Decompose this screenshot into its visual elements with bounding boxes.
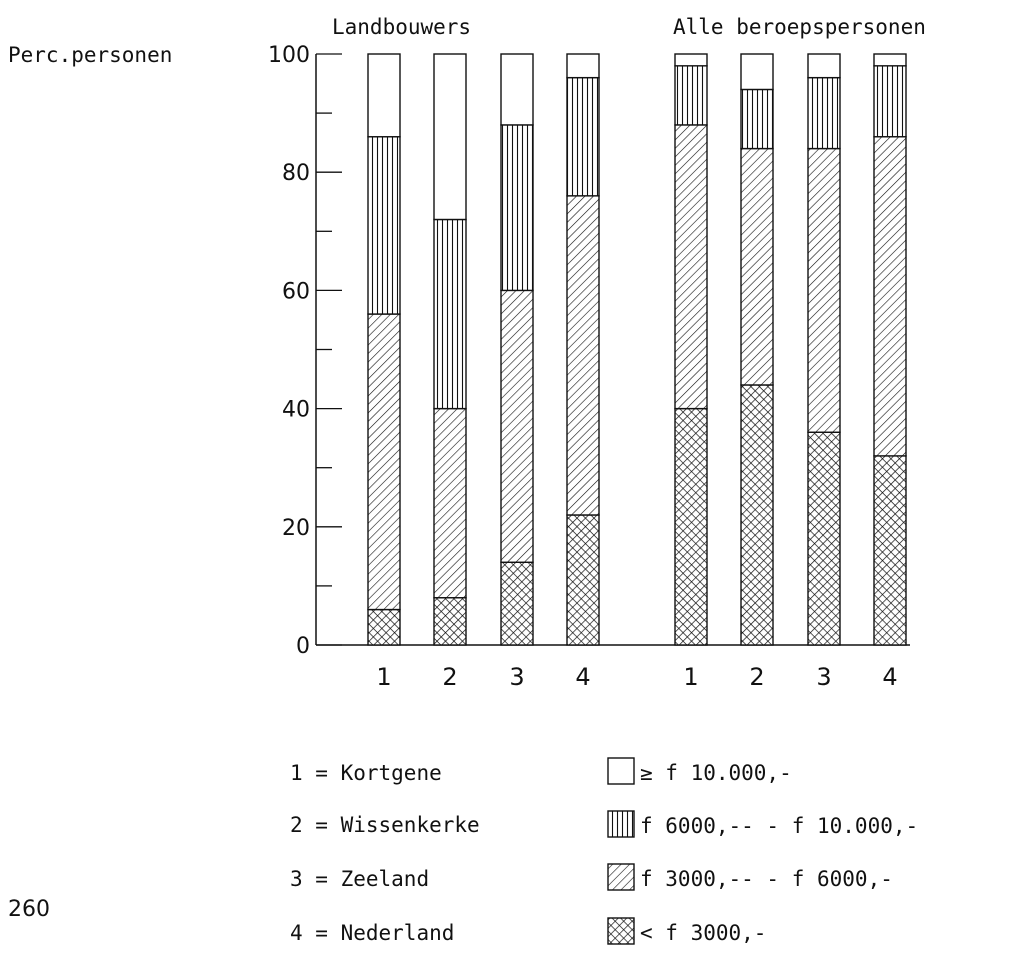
bar-segment-blank bbox=[566, 53, 600, 79]
bar-segment-vertical bbox=[807, 76, 841, 150]
bar-segment-diagonal bbox=[566, 195, 600, 516]
bar-segment-blank bbox=[807, 53, 841, 79]
legend-location-1: 1 = Kortgene bbox=[290, 761, 442, 785]
bar-segment-crosshatch bbox=[674, 407, 708, 646]
x-tick-label: 4 bbox=[882, 663, 897, 691]
legend-income-label-3: f 3000,-- - f 6000,- bbox=[640, 867, 893, 891]
axes: 0 20 40 60 80 100 bbox=[268, 43, 910, 659]
bar-segment-crosshatch bbox=[740, 384, 774, 646]
bar-segment-blank bbox=[740, 53, 774, 91]
legend-location-4: 4 = Nederland bbox=[290, 921, 454, 945]
bar-segment-diagonal bbox=[674, 124, 708, 410]
x-tick-label: 4 bbox=[575, 663, 590, 691]
x-tick-label: 2 bbox=[749, 663, 764, 691]
bar-segment-blank bbox=[674, 53, 708, 67]
legend-income-label-4: < f 3000,- bbox=[640, 921, 766, 945]
y-tick-label: 100 bbox=[268, 43, 310, 68]
bar-segment-vertical bbox=[873, 65, 907, 138]
x-tick-label: 3 bbox=[816, 663, 831, 691]
bar-segment-crosshatch bbox=[566, 514, 600, 646]
bar-segment-vertical bbox=[740, 88, 774, 150]
legend-locations: 1 = Kortgene 2 = Wissenkerke 3 = Zeeland… bbox=[290, 761, 480, 945]
y-axis-label: Perc.personen bbox=[8, 43, 172, 67]
bar-segment-blank bbox=[367, 53, 401, 138]
bar-segment-blank bbox=[433, 53, 467, 221]
x-tick-label: 1 bbox=[683, 663, 698, 691]
legend-income-classes: ≥ f 10.000,- f 6000,-- - f 10.000,- f 30… bbox=[607, 757, 918, 945]
group-title-alle-beroepspersonen: Alle beroepspersonen bbox=[673, 15, 926, 39]
legend-swatch-vertical bbox=[607, 810, 635, 838]
legend-swatch-blank bbox=[607, 757, 635, 785]
y-tick-label: 40 bbox=[282, 398, 310, 423]
page-number: 260 bbox=[8, 897, 50, 922]
bar-segment-vertical bbox=[500, 124, 534, 292]
bar-segment-diagonal bbox=[807, 147, 841, 433]
bar-segment-crosshatch bbox=[367, 608, 401, 646]
bar-segment-crosshatch bbox=[433, 597, 467, 646]
x-tick-label: 3 bbox=[509, 663, 524, 691]
legend-swatch-crosshatch bbox=[607, 917, 635, 945]
x-tick-labels: 1 2 3 4 1 2 3 4 bbox=[376, 663, 897, 691]
legend-income-label-2: f 6000,-- - f 10.000,- bbox=[640, 814, 918, 838]
legend-income-label-1: ≥ f 10.000,- bbox=[640, 761, 792, 785]
bar-segment-crosshatch bbox=[807, 431, 841, 646]
bar-segment-diagonal bbox=[873, 136, 907, 457]
y-tick-label: 20 bbox=[282, 516, 310, 541]
bar-segment-diagonal bbox=[740, 147, 774, 386]
bar-segment-vertical bbox=[433, 218, 467, 410]
bars bbox=[367, 53, 907, 646]
bar-segment-diagonal bbox=[433, 407, 467, 599]
bar-segment-vertical bbox=[367, 136, 401, 315]
y-tick-label: 60 bbox=[282, 279, 310, 304]
x-tick-label: 2 bbox=[442, 663, 457, 691]
bar-segment-crosshatch bbox=[873, 455, 907, 646]
bar-segment-blank bbox=[500, 53, 534, 126]
bar-segment-vertical bbox=[566, 76, 600, 197]
group-title-landbouwers: Landbouwers bbox=[332, 15, 471, 39]
bar-segment-vertical bbox=[674, 65, 708, 126]
x-tick-label: 1 bbox=[376, 663, 391, 691]
legend-location-2: 2 = Wissenkerke bbox=[290, 813, 480, 837]
legend-location-3: 3 = Zeeland bbox=[290, 867, 429, 891]
bar-segment-crosshatch bbox=[500, 561, 534, 646]
bar-segment-diagonal bbox=[500, 289, 534, 563]
bar-segment-blank bbox=[873, 53, 907, 67]
y-tick-label: 0 bbox=[296, 634, 310, 659]
bar-segment-diagonal bbox=[367, 313, 401, 611]
y-tick-label: 80 bbox=[282, 161, 310, 186]
legend-swatch-diagonal bbox=[607, 863, 635, 891]
